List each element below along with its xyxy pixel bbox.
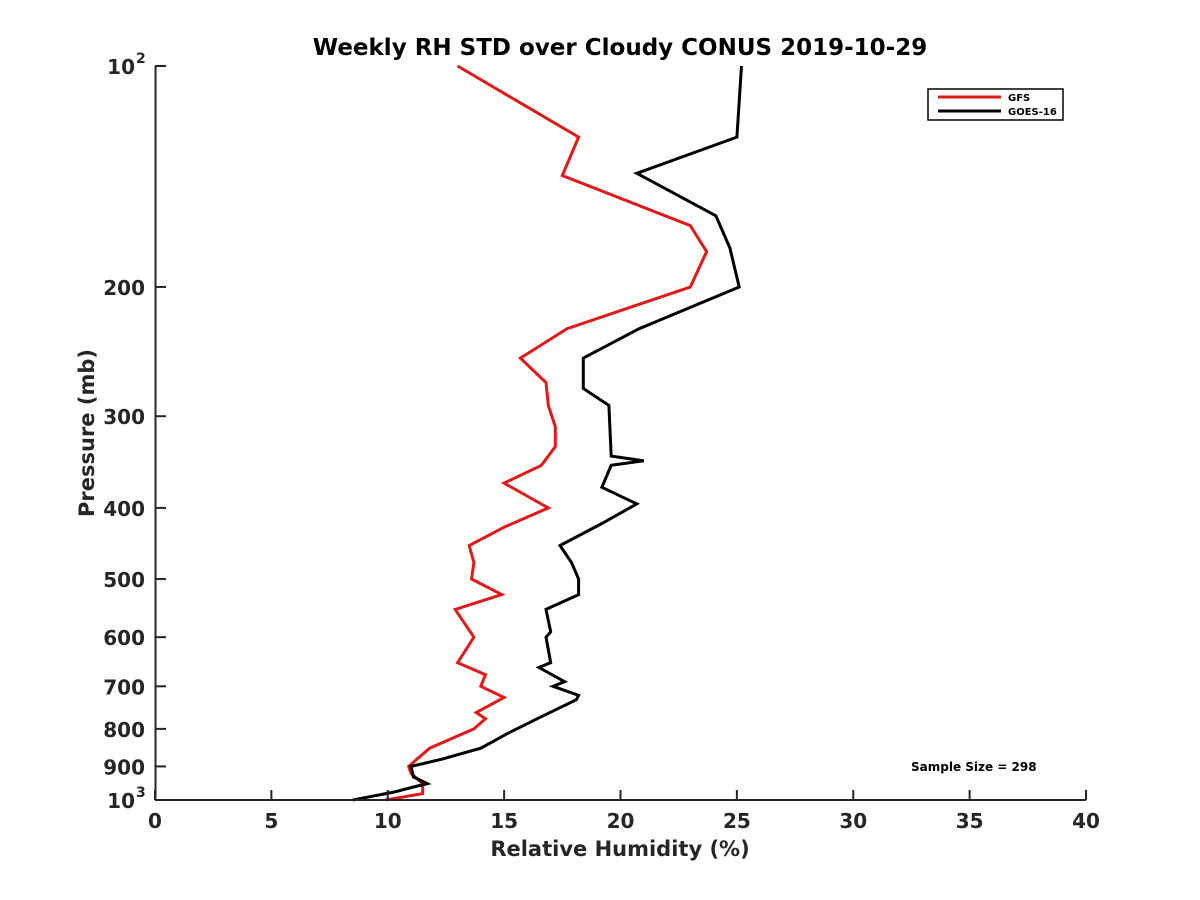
y-tick-exponent: 3 (136, 785, 146, 801)
y-tick-label: 10 (107, 55, 135, 79)
x-tick-label: 0 (148, 809, 162, 833)
y-tick-label: 700 (103, 675, 145, 699)
x-tick-label: 10 (374, 809, 402, 833)
x-tick-label: 40 (1072, 809, 1100, 833)
x-tick-label: 30 (839, 809, 867, 833)
y-tick-label: 800 (103, 718, 145, 742)
y-axis-label: Pressure (mb) (75, 349, 99, 517)
legend: GFS GOES-16 (927, 88, 1064, 121)
series-line-goes-16 (352, 65, 743, 802)
x-ticks-group: 0 5 10 15 20 25 30 35 40 (148, 790, 1100, 833)
y-tick-exponent: 2 (136, 51, 146, 67)
x-axis-label: Relative Humidity (%) (490, 837, 749, 861)
legend-label-gfs: GFS (1008, 93, 1030, 104)
y-tick-label: 500 (103, 568, 145, 592)
y-tick-label: 200 (103, 276, 145, 300)
y-tick-label: 300 (103, 405, 145, 429)
legend-box (927, 88, 1064, 121)
x-tick-label: 15 (490, 809, 518, 833)
chart-title: Weekly RH STD over Cloudy CONUS 2019-10-… (313, 35, 927, 61)
y-tick-label: 400 (103, 497, 145, 521)
y-tick-label: 600 (103, 626, 145, 650)
series-line-gfs (385, 64, 709, 802)
x-tick-label: 20 (607, 809, 635, 833)
x-tick-label: 25 (723, 809, 751, 833)
y-tick-label: 900 (103, 755, 145, 779)
x-tick-label: 5 (264, 809, 278, 833)
sample-size-annotation: Sample Size = 298 (911, 760, 1037, 774)
legend-label-goes16: GOES-16 (1008, 107, 1057, 118)
y-tick-label: 10 (107, 789, 135, 813)
x-tick-label: 35 (956, 809, 984, 833)
plot-series-group (352, 64, 743, 802)
